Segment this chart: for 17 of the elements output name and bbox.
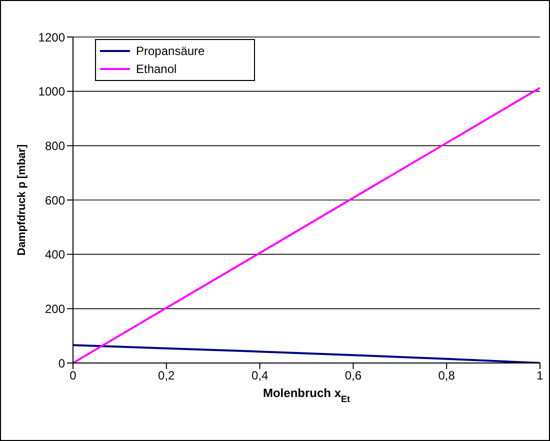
x-tick-label: 0,2: [158, 368, 176, 383]
y-axis-title: Dampfdruck p [mbar]: [16, 144, 28, 256]
y-tick-label: 1200: [38, 30, 66, 44]
y-tick-label: 200: [44, 302, 66, 316]
x-axis-title: Molenbruch x$_{Et}$: [262, 386, 350, 404]
x-tick-label: 0,6: [344, 368, 362, 383]
x-tick-label: 0: [70, 368, 77, 383]
y-tick-label: 1000: [38, 84, 66, 99]
legend-label: Ethanol: [136, 61, 177, 77]
x-tick-label: 0,4: [251, 368, 268, 383]
y-tick-label: 800: [44, 138, 66, 153]
x-tick-label: 1: [536, 368, 544, 383]
y-tick-label: 600: [44, 193, 66, 208]
legend-label: Propansäure: [136, 43, 205, 59]
y-tick-label: 0: [58, 356, 66, 370]
x-tick-label: 0,8: [438, 368, 456, 383]
y-tick-label: 400: [44, 248, 66, 262]
